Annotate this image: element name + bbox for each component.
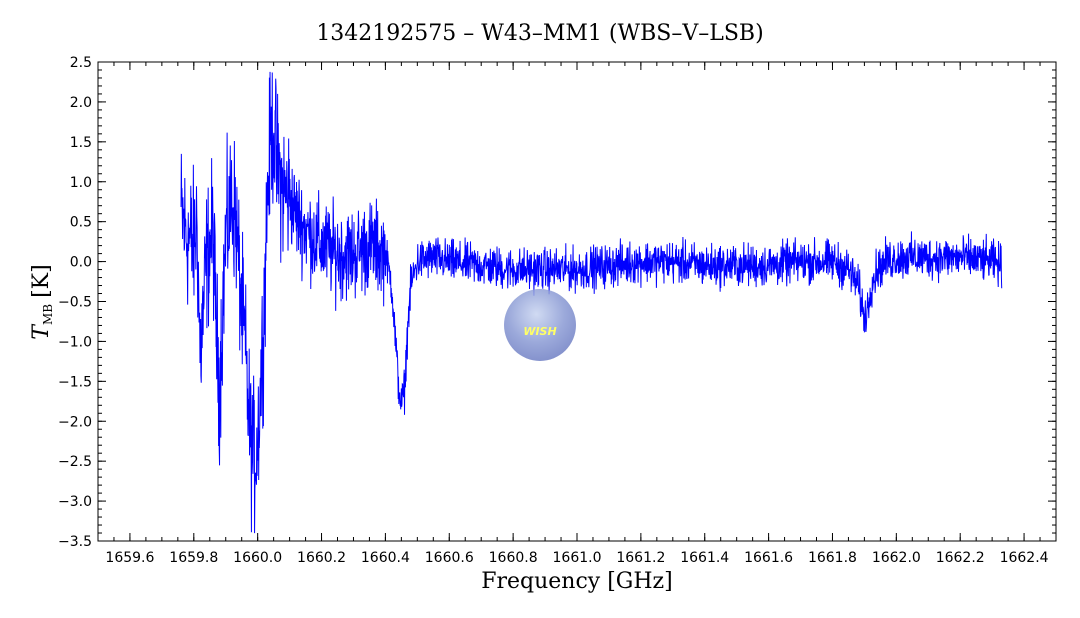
y-tick-label: −0.5	[58, 295, 92, 311]
x-tick-label: 1661.2	[616, 550, 665, 566]
y-tick-label: −1.5	[58, 374, 92, 390]
x-tick-label: 1662.2	[936, 550, 985, 566]
y-tick-label: 2.0	[70, 95, 92, 111]
y-tick-label: 0.0	[70, 255, 92, 271]
axis-ticks	[97, 61, 1057, 542]
x-tick-label: 1661.8	[808, 550, 857, 566]
x-tick-label: 1659.8	[169, 550, 218, 566]
svg-text:TMB[K]: TMB[K]	[29, 264, 55, 339]
x-tick-label: 1661.4	[680, 550, 729, 566]
y-tick-label: −3.0	[58, 494, 92, 510]
x-tick-label: 1660.8	[489, 550, 538, 566]
x-tick-label: 1661.6	[744, 550, 793, 566]
x-tick-label: 1662.4	[1000, 550, 1049, 566]
y-tick-label: 1.5	[70, 135, 92, 151]
x-axis-label: Frequency [GHz]	[481, 569, 673, 594]
spectrum-line	[180, 71, 1003, 534]
y-tick-label: 1.0	[70, 175, 92, 191]
x-tick-labels: 1659.6 1659.8 1660.0 1660.2 1660.4 1660.6 1660…	[105, 550, 1048, 566]
wish-logo: WISH	[504, 289, 576, 361]
x-tick-label: 1660.4	[361, 550, 410, 566]
x-tick-label: 1660.6	[425, 550, 474, 566]
y-axis-label: TMB[K]	[29, 264, 55, 339]
y-tick-label: −1.0	[58, 334, 92, 350]
svg-text:WISH: WISH	[523, 325, 556, 338]
y-tick-label: 2.5	[70, 55, 92, 71]
y-tick-label: 0.5	[70, 215, 92, 231]
y-tick-label: −2.5	[58, 454, 92, 470]
x-tick-label: 1660.0	[233, 550, 282, 566]
y-tick-label: −2.0	[58, 414, 92, 430]
y-tick-label: −3.5	[58, 534, 92, 550]
x-tick-label: 1659.6	[105, 550, 154, 566]
x-tick-label: 1662.0	[872, 550, 921, 566]
x-tick-label: 1661.0	[553, 550, 602, 566]
x-tick-label: 1660.2	[297, 550, 346, 566]
y-tick-labels: −3.5 −3.0 −2.5 −2.0 −1.5 −1.0 −0.5 0.0 0.5 1.0 1.5…	[58, 55, 92, 550]
chart-title: 1342192575 – W43–MM1 (WBS–V–LSB)	[316, 21, 763, 46]
